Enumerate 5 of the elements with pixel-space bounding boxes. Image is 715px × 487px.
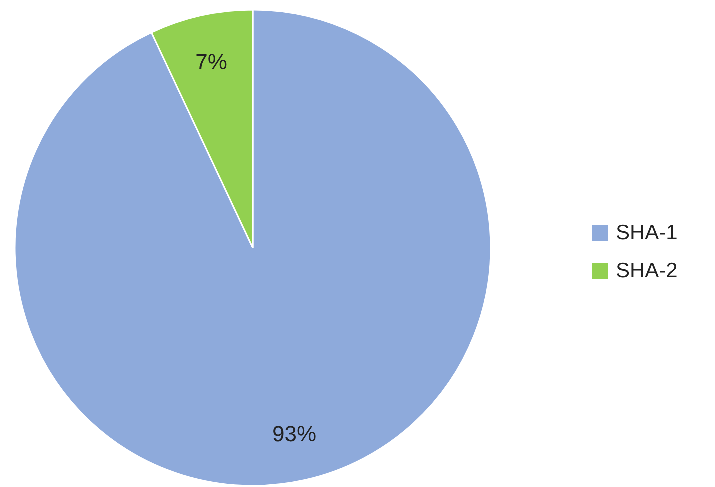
data-label: 7% [196,50,228,75]
legend-label: SHA-2 [616,260,678,282]
pie-slice [14,9,492,487]
legend-label: SHA-1 [616,222,678,244]
data-label: 93% [272,421,317,446]
